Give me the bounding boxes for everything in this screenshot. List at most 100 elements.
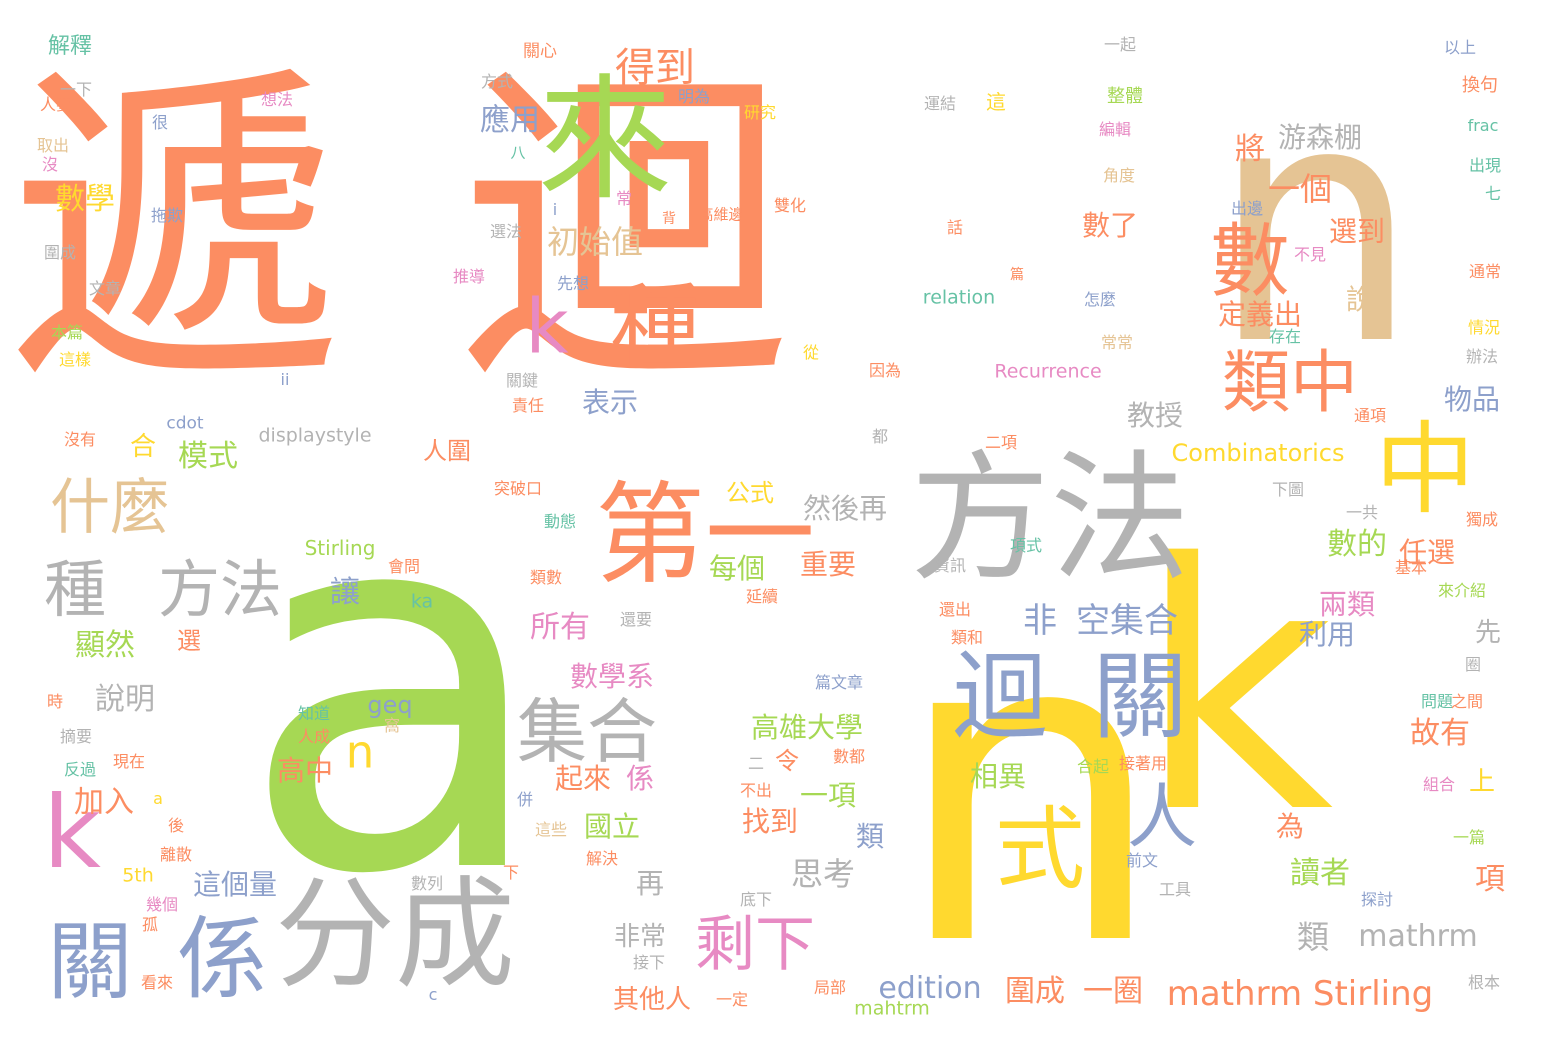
cloud-word: 教授 (1126, 399, 1184, 432)
cloud-word: 辦法 (1465, 347, 1499, 366)
cloud-word: 公式 (726, 479, 774, 507)
cloud-word: 式 (995, 797, 1085, 902)
cloud-word: displaystyle (258, 424, 372, 447)
cloud-word: k (525, 282, 569, 371)
cloud-word: 出邊 (1230, 199, 1264, 218)
cloud-word: 常 (615, 189, 633, 208)
cloud-word: 集合 (517, 691, 657, 773)
cloud-word: 拖欺 (150, 206, 184, 225)
cloud-word: 本篇 (50, 323, 84, 342)
cloud-word: 會問 (387, 557, 421, 576)
cloud-word: 接著用 (1118, 754, 1168, 773)
cloud-word: relation (922, 286, 996, 309)
cloud-word: 責任 (511, 396, 545, 415)
cloud-word: 說明 (95, 682, 155, 717)
cloud-word: 孤 (141, 915, 159, 934)
cloud-word: 獨成 (1465, 510, 1499, 529)
cloud-word: 很 (151, 113, 169, 132)
cloud-word: 不出 (739, 781, 773, 800)
cloud-word: 數了 (1081, 209, 1139, 242)
cloud-word: 突破口 (493, 479, 543, 498)
cloud-word: 然後再 (802, 492, 888, 525)
cloud-word: mathrm Stirling (1166, 974, 1434, 1014)
cloud-word: 時 (46, 692, 64, 711)
cloud-word: 第一 (595, 471, 815, 599)
cloud-word: 遞 (10, 40, 340, 424)
cloud-word: 讀者 (1290, 856, 1350, 891)
cloud-word: 得到 (615, 45, 695, 91)
cloud-word: 一起 (1103, 35, 1137, 54)
cloud-word: 人成 (297, 727, 331, 746)
cloud-word: 係 (177, 907, 267, 1012)
cloud-word: n (1210, 33, 1420, 417)
cloud-word: 選法 (489, 222, 523, 241)
cloud-word: 這個量 (192, 868, 278, 901)
cloud-word: 組合 (1422, 775, 1456, 794)
cloud-word: 加入 (74, 785, 134, 820)
cloud-word: 將 (1235, 132, 1265, 167)
cloud-word: 思考 (790, 855, 856, 893)
cloud-word: 圍成 (1005, 974, 1065, 1009)
cloud-word: 之間 (1450, 692, 1484, 711)
cloud-word: 國立 (583, 810, 641, 843)
cloud-word: 人圍 (423, 437, 471, 465)
cloud-word: 出現 (1468, 156, 1502, 175)
cloud-word: 每個 (708, 552, 766, 585)
cloud-word: 從 (802, 343, 820, 362)
cloud-word: a (238, 393, 552, 986)
cloud-word: 存在 (1268, 327, 1302, 346)
cloud-word: 先 (1474, 618, 1502, 648)
cloud-word: 反過 (63, 760, 97, 779)
cloud-word: frac (1467, 116, 1499, 135)
cloud-word: 種 (610, 274, 700, 379)
cloud-word: 後 (167, 816, 185, 835)
cloud-word: 找到 (741, 805, 799, 838)
cloud-word: 來 (537, 61, 673, 219)
cloud-word: 解決 (585, 849, 619, 868)
cloud-word: c (428, 985, 438, 1004)
cloud-word: 關心 (523, 41, 557, 62)
cloud-word: 迴 (460, 40, 790, 424)
cloud-word: 數都 (832, 747, 866, 766)
cloud-word: 項式 (1009, 536, 1043, 555)
cloud-word: 游森棚 (1277, 121, 1363, 154)
cloud-word: 局部 (813, 978, 847, 997)
cloud-word: 因為 (868, 361, 902, 380)
cloud-word: 離散 (159, 845, 193, 864)
cloud-word: 常常 (1100, 333, 1134, 352)
cloud-word: 表示 (581, 386, 639, 419)
cloud-word: 知道 (297, 704, 331, 723)
cloud-word: 非 (1023, 601, 1057, 641)
cloud-word: 還出 (938, 600, 972, 619)
cloud-word: 一共 (1345, 503, 1379, 522)
cloud-word: 沒有 (63, 430, 97, 449)
cloud-word: 底下 (739, 890, 773, 909)
cloud-word: Combinatorics (1171, 439, 1345, 467)
cloud-word: 下圖 (1271, 480, 1305, 499)
cloud-word: 中 (1375, 411, 1475, 528)
cloud-word: 剩下 (695, 910, 815, 980)
cloud-word: 都 (871, 427, 889, 446)
cloud-word: 一個 (1267, 170, 1333, 208)
cloud-word: 令 (775, 747, 799, 775)
cloud-word: ii (280, 370, 290, 389)
cloud-word: 幾個 (145, 895, 179, 914)
cloud-word: 選到 (1328, 215, 1386, 248)
cloud-word: a (153, 789, 163, 808)
cloud-word: 角度 (1102, 166, 1136, 185)
cloud-word: k (1136, 492, 1334, 888)
cloud-word: 通常 (1468, 262, 1502, 281)
cloud-word: edition (878, 971, 982, 1006)
cloud-word: 想法 (260, 90, 294, 109)
cloud-word: 背 (662, 211, 676, 227)
cloud-word: 數的 (1327, 527, 1387, 562)
cloud-word: 類和 (950, 628, 984, 647)
cloud-word: 基本 (1394, 558, 1428, 577)
cloud-word: 項 (1475, 862, 1505, 897)
cloud-word: 上 (1468, 767, 1496, 797)
cloud-word: 取出 (36, 136, 70, 155)
cloud-word: 分成 (275, 866, 515, 1005)
cloud-word: 為 (1275, 810, 1305, 843)
cloud-word: 關 (1092, 642, 1188, 753)
cloud-word: 雙化 (773, 196, 807, 215)
